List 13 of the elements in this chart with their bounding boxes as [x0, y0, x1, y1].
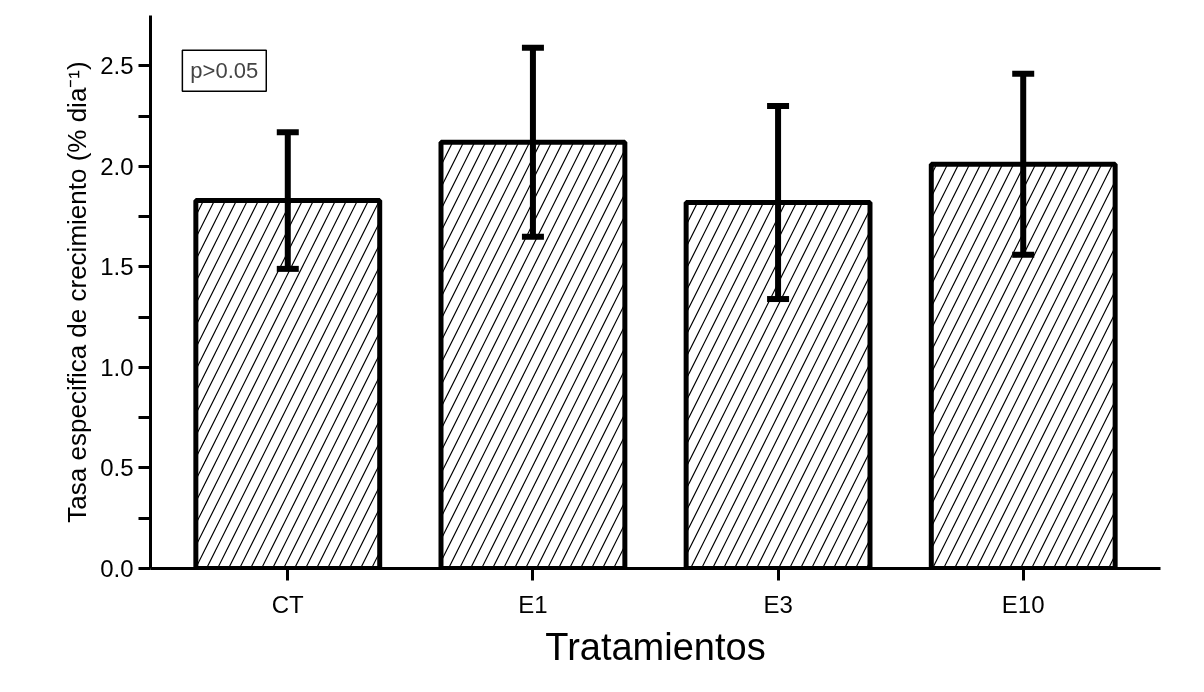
y-tick-label: 1.0: [100, 353, 134, 381]
x-tick-label: E1: [518, 590, 548, 618]
y-axis-title: Tasa especifica de crecimiento (% dia⁻¹): [62, 61, 93, 523]
y-tick-label: 0.5: [100, 454, 134, 482]
x-tick-label: E10: [1001, 590, 1045, 618]
annotation: p>0.05: [190, 58, 259, 84]
y-tick-label: 1.5: [100, 253, 134, 281]
y-tick-label: 2.5: [100, 52, 134, 80]
y-tick-label: 0.0: [100, 555, 134, 582]
x-tick-label: CT: [271, 590, 305, 618]
x-tick-label: E3: [763, 590, 793, 618]
x-axis-title: Tratamientos: [545, 625, 766, 668]
y-tick-label: 2.0: [100, 152, 134, 180]
